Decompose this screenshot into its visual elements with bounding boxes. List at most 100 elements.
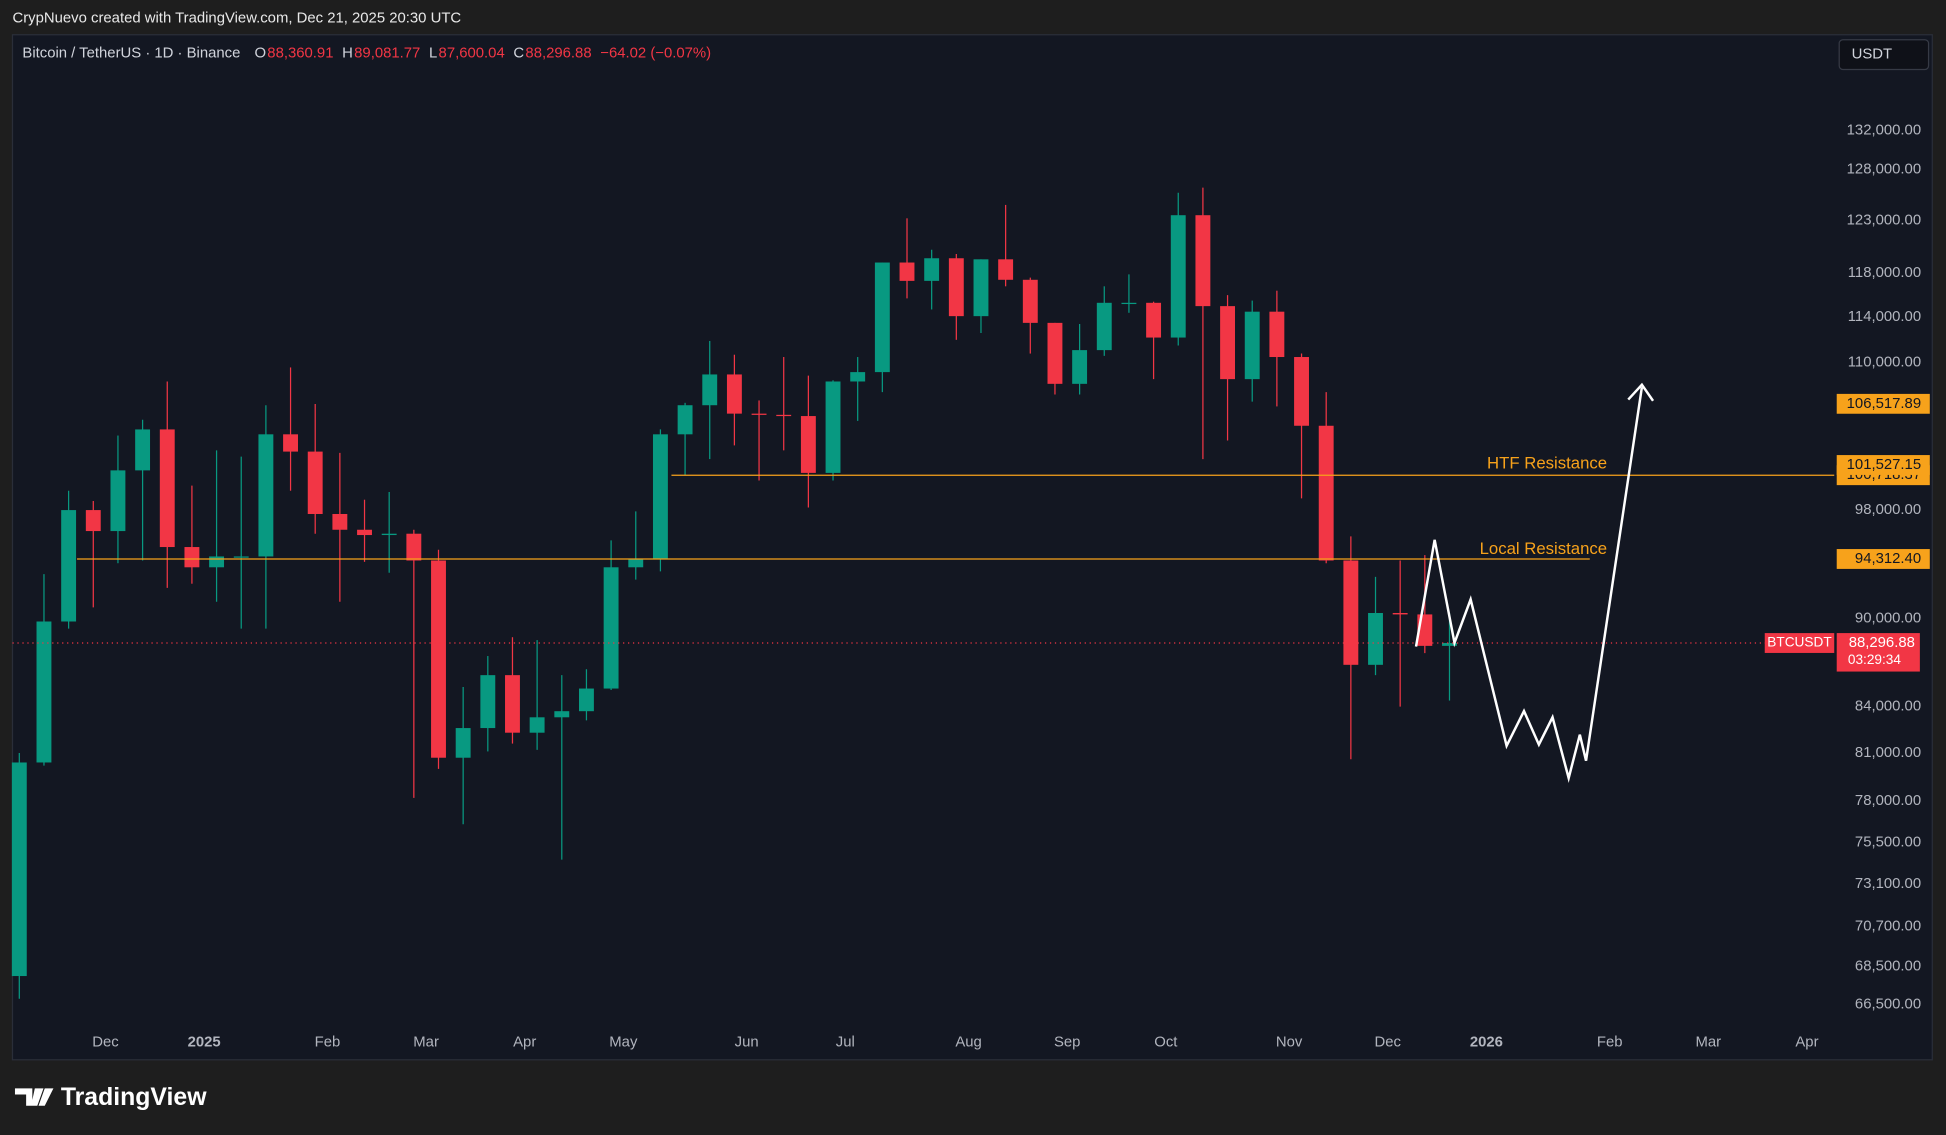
y-tick-label: 84,000.00 [1855, 699, 1921, 715]
candle-body [1121, 302, 1137, 305]
candle-body [800, 416, 816, 473]
candle-body [1343, 560, 1359, 665]
candle-body [603, 567, 619, 689]
symbol-box [1764, 633, 1835, 653]
candle-body [998, 259, 1014, 280]
projection-arrowhead [1627, 382, 1655, 402]
legend-change: −64.02 (−0.07%) [600, 45, 711, 61]
y-tick-label: 118,000.00 [1848, 265, 1921, 281]
candle-body [652, 434, 668, 560]
candle-body [431, 560, 446, 758]
y-tick-label: 78,000.00 [1855, 793, 1921, 809]
y-tick-label: 132,000.00 [1847, 122, 1921, 138]
candle-body [258, 434, 274, 557]
brand-logo: TradingView [14, 1084, 207, 1111]
candle-body [332, 513, 348, 530]
last-price-label: 88,296.88 [1849, 635, 1915, 651]
candle-body [948, 258, 964, 317]
x-tick-label: Nov [1276, 1034, 1303, 1050]
symbol-label: BTCUSDT [1767, 635, 1832, 650]
legend-value: 87,600.04 [439, 45, 505, 61]
candle-body [184, 547, 200, 568]
candle-body [973, 259, 989, 317]
x-tick-label: Jul [836, 1034, 855, 1050]
candle-body [1096, 302, 1112, 351]
candle-body [85, 510, 101, 532]
candle-body [61, 510, 77, 622]
x-tick-label: Mar [413, 1034, 439, 1050]
candle-body [1072, 350, 1088, 384]
candle-body [11, 762, 27, 977]
legend-value: 88,360.91 [267, 45, 333, 61]
candle-body [628, 559, 644, 568]
candle-body [110, 470, 126, 532]
y-tick-label: 66,500.00 [1855, 996, 1921, 1012]
candle-body [579, 688, 594, 712]
candle-body [209, 556, 225, 568]
currency[interactable]: USDT [1852, 47, 1893, 63]
candle-body [924, 258, 940, 281]
x-tick-label: Aug [955, 1034, 981, 1050]
legend-key: O [254, 45, 266, 61]
candle-body [1146, 302, 1162, 338]
x-tick-label: Oct [1154, 1034, 1178, 1050]
candle-body [159, 429, 175, 548]
candle-body [554, 711, 570, 718]
last-price-box [1836, 633, 1920, 672]
y-tick-label: 75,500.00 [1855, 835, 1921, 851]
candle-body [455, 728, 471, 758]
y-tick-label: 70,700.00 [1855, 918, 1921, 934]
candle-body [480, 675, 496, 729]
level-price-label: 94,312.40 [1855, 551, 1921, 567]
candle-body [677, 405, 693, 435]
ohlc-legend: O 88,360.91 H 89,081.77 L 87,600.04 C 88,296.88… [254, 45, 711, 61]
x-tick-label: Feb [315, 1034, 341, 1050]
candle-body [1318, 425, 1334, 561]
candle-body [1269, 311, 1285, 358]
candle-body [1294, 357, 1309, 426]
candle-body [1170, 215, 1186, 338]
candle-body [529, 717, 545, 733]
legend-key: H [342, 45, 353, 61]
currency-button[interactable] [1838, 39, 1930, 71]
candle-body [1220, 306, 1236, 380]
candle-body [233, 556, 249, 558]
candle-body [726, 374, 742, 414]
candle-body [283, 434, 298, 452]
candle-body [1244, 311, 1260, 380]
price-label: 106,517.89 [1847, 396, 1921, 412]
x-tick-label: Mar [1696, 1034, 1722, 1050]
x-tick-label: Apr [1795, 1034, 1818, 1050]
candle-body [307, 451, 323, 514]
candle-body [702, 374, 718, 406]
y-tick-label: 90,000.00 [1855, 611, 1921, 627]
candle-body [1392, 613, 1408, 615]
countdown: 03:29:34 [1848, 652, 1902, 667]
legend-value: 88,296.88 [525, 45, 591, 61]
logo-mark [14, 1088, 54, 1106]
level-name: Local Resistance [1480, 539, 1608, 558]
x-tick-label: Sep [1054, 1034, 1080, 1050]
x-tick-label: 2026 [1470, 1034, 1503, 1050]
legend-key: L [429, 45, 437, 61]
candle-body [825, 381, 841, 473]
candle-body [1022, 279, 1038, 323]
brand: TradingView [61, 1084, 207, 1111]
credit: CrypNuevo created with TradingView.com, … [12, 11, 461, 27]
candle-body [36, 621, 52, 763]
y-tick-label: 128,000.00 [1847, 162, 1921, 178]
legend-value: 89,081.77 [354, 45, 420, 61]
candle-body [381, 533, 397, 536]
y-tick-label: 73,100.00 [1855, 876, 1921, 892]
price-box [1836, 393, 1930, 414]
y-tick-label: 110,000.00 [1848, 355, 1921, 371]
y-tick-label: 81,000.00 [1855, 745, 1921, 761]
price-box [1836, 455, 1930, 475]
legend-key: C [513, 45, 524, 61]
x-tick-label: May [609, 1034, 638, 1050]
y-tick-label: 98,000.00 [1855, 502, 1921, 518]
x-tick-label: Apr [513, 1034, 536, 1050]
symbol-title: Bitcoin / TetherUS · 1D · Binance [22, 45, 240, 61]
candle-body [751, 413, 767, 415]
